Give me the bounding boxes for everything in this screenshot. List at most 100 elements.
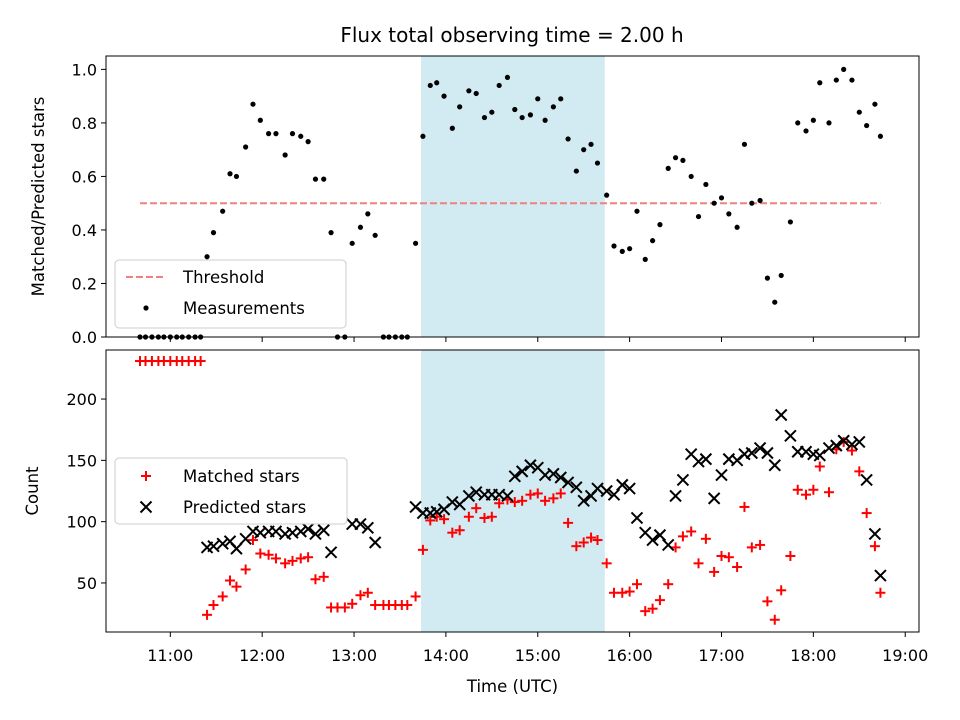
- matched-point: [355, 590, 366, 601]
- matched-point: [447, 527, 458, 538]
- predicted-point: [430, 505, 443, 519]
- measurement-point: [877, 133, 884, 139]
- top-y-tick-label: 0.2: [72, 274, 97, 293]
- cross-stroke-b: [230, 542, 243, 555]
- cross-stroke-b: [446, 495, 459, 509]
- cross-stroke-b: [324, 546, 338, 559]
- matched-point: [270, 553, 281, 564]
- cross-stroke-b: [623, 482, 636, 495]
- cross-stroke-b: [807, 448, 820, 461]
- predicted-point: [630, 511, 644, 525]
- predicted-point: [753, 441, 767, 455]
- matched-point: [425, 515, 436, 526]
- measurement-point: [627, 246, 633, 252]
- legend-matched-label: Matched stars: [183, 467, 300, 486]
- predicted-point: [309, 527, 322, 541]
- measurement-point: [305, 139, 311, 145]
- measurement-point: [449, 125, 455, 131]
- cross-stroke-b: [317, 524, 330, 537]
- matched-point: [617, 587, 628, 598]
- cross-stroke-b: [554, 471, 567, 484]
- matched-point: [240, 564, 251, 575]
- measurement-point: [695, 213, 702, 220]
- matched-point: [439, 514, 450, 525]
- measurement-point: [787, 219, 793, 225]
- predicted-point: [301, 522, 315, 536]
- measurement-point: [795, 120, 801, 126]
- measurement-point: [220, 208, 226, 214]
- predicted-point: [501, 489, 514, 503]
- predicted-point: [616, 478, 629, 492]
- cross-stroke-b: [269, 525, 283, 538]
- cross-stroke-b: [676, 473, 690, 487]
- matched-point: [255, 548, 266, 559]
- measurement-point: [657, 222, 663, 228]
- cross-stroke-b: [294, 525, 307, 538]
- measurement-point: [849, 77, 855, 83]
- cross-stroke-b: [591, 482, 604, 495]
- cross-stroke-b: [853, 435, 866, 449]
- measurement-point: [688, 173, 694, 180]
- matched-point: [463, 511, 474, 522]
- matched-point: [624, 586, 635, 597]
- predicted-point: [230, 542, 243, 555]
- cross-stroke-b: [630, 511, 644, 525]
- measurement-point: [535, 96, 541, 102]
- top-legend: Threshold Measurements: [114, 259, 347, 329]
- predicted-point: [269, 525, 283, 538]
- matched-point: [875, 587, 886, 598]
- measurement-point: [803, 128, 809, 134]
- predicted-point: [745, 446, 759, 460]
- matched-point: [746, 542, 757, 553]
- bottom-axes: 50 100 150 200 11:00 12:00 13:00 14:00 15:00 16:…: [23, 349, 928, 696]
- matched-point: [471, 503, 482, 514]
- matched-point: [310, 574, 321, 585]
- predicted-point: [874, 569, 887, 582]
- measurement-point: [864, 122, 870, 129]
- measurement-point: [856, 109, 862, 115]
- predicted-point: [623, 482, 636, 495]
- bottom-legend-box: [114, 457, 348, 525]
- predicted-point: [368, 536, 382, 549]
- measurement-point: [649, 238, 656, 244]
- measurement-point: [734, 224, 740, 230]
- predicted-point: [860, 473, 873, 487]
- matched-point: [548, 493, 559, 504]
- cross-stroke-b: [524, 459, 537, 472]
- legend-measurements-label: Measurements: [183, 299, 305, 318]
- predicted-point: [822, 441, 836, 455]
- matched-point: [517, 495, 528, 506]
- matched-point: [532, 488, 543, 499]
- x-tick-label: 11:00: [147, 646, 193, 665]
- cross-stroke-b: [753, 441, 767, 455]
- matched-point: [280, 558, 291, 569]
- cross-stroke-b: [774, 408, 788, 422]
- predicted-point: [830, 439, 843, 452]
- matched-point: [540, 495, 551, 506]
- bottom-y-tick-label: 150: [66, 451, 97, 470]
- predicted-point: [561, 476, 575, 489]
- top-y-tick-label: 0.0: [72, 328, 97, 347]
- measurement-point: [412, 240, 419, 246]
- matched-point: [869, 541, 880, 552]
- predicted-point: [600, 484, 613, 498]
- cross-stroke-b: [761, 446, 774, 460]
- cross-stroke-b: [286, 526, 299, 539]
- predicted-point: [707, 492, 721, 505]
- bottom-y-tick-label: 100: [66, 513, 97, 532]
- measurement-point: [604, 192, 610, 198]
- cross-stroke-b: [646, 533, 659, 547]
- measurement-point: [565, 136, 571, 142]
- measurement-point: [764, 275, 771, 281]
- matched-point: [846, 445, 857, 456]
- matched-point: [410, 591, 421, 602]
- matched-point: [814, 461, 825, 472]
- matched-point: [195, 356, 206, 367]
- predicted-point: [669, 489, 682, 503]
- top-legend-box: [114, 259, 347, 329]
- measurement-point: [512, 106, 518, 113]
- matched-point: [631, 579, 642, 590]
- x-tick-label: 19:00: [882, 646, 928, 665]
- measurement-point: [243, 144, 249, 150]
